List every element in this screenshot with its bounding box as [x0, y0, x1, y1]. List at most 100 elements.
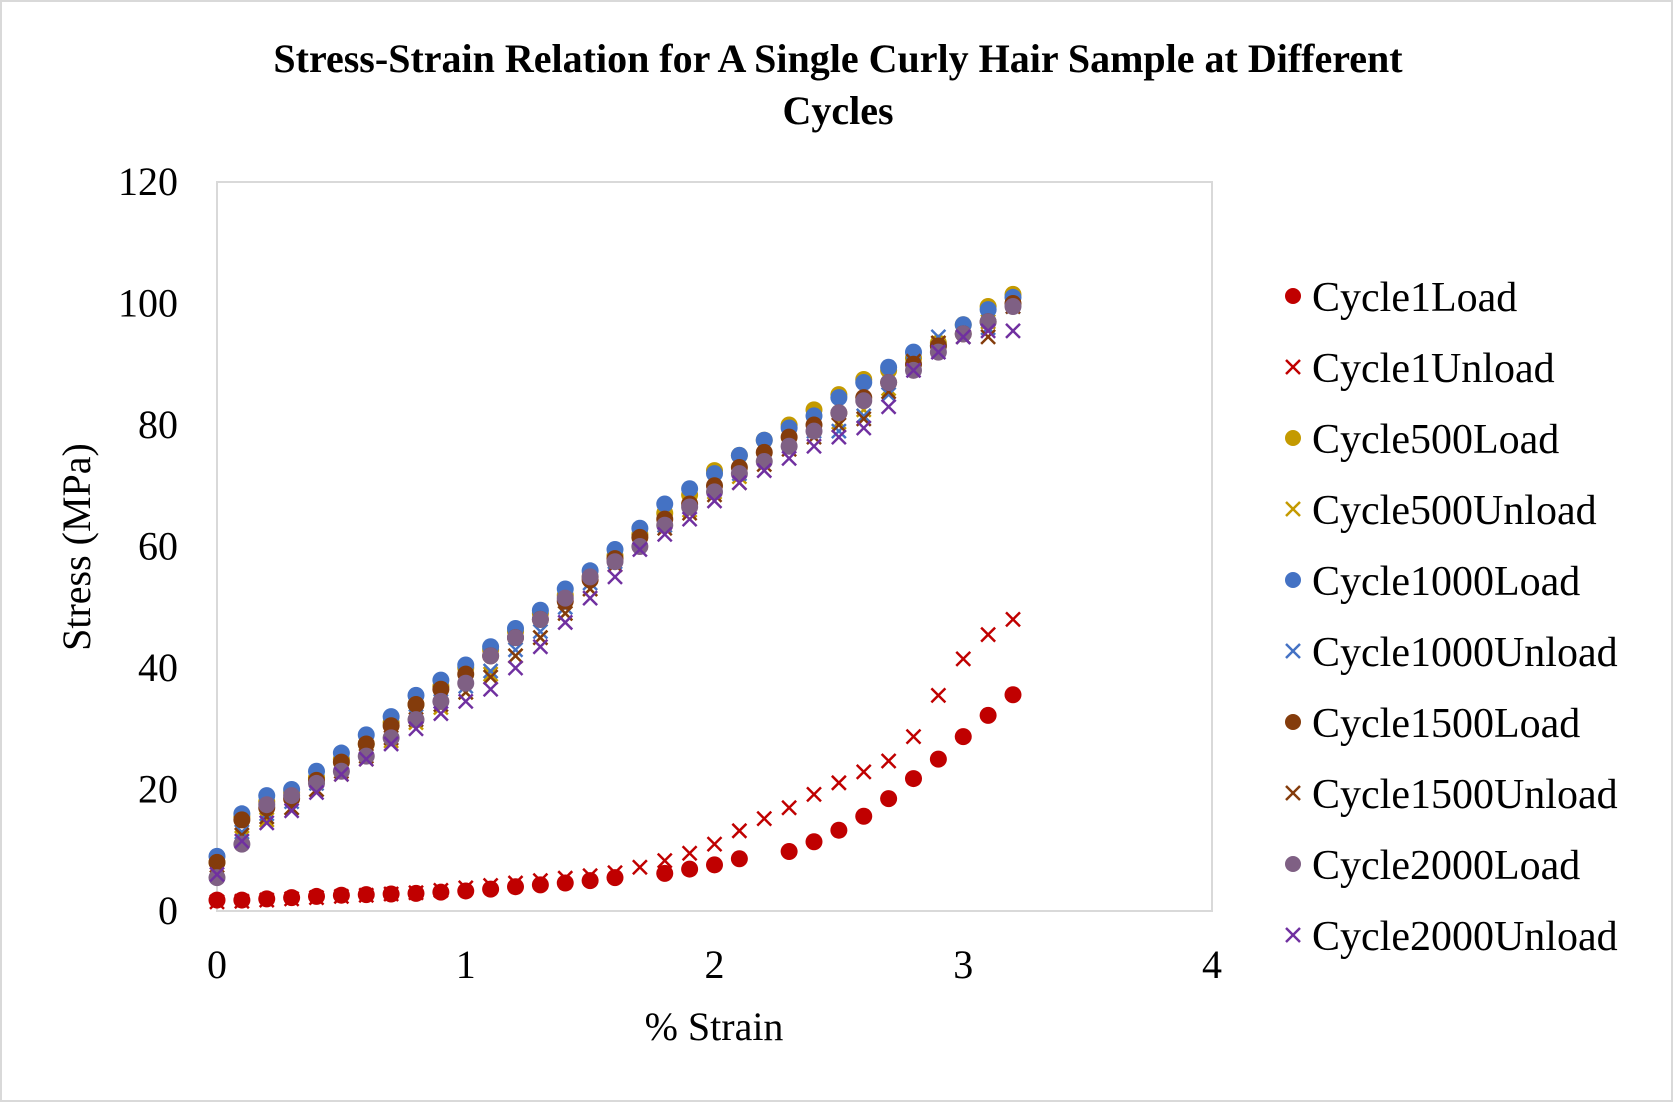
data-point: [706, 856, 723, 874]
data-point-stroke-b: [383, 736, 400, 752]
data-point: [855, 807, 873, 825]
data-point: [209, 866, 225, 883]
data-point-stroke-b: [880, 386, 897, 403]
data-point: [730, 465, 748, 483]
data-point-stroke-b: [781, 799, 798, 816]
legend-marker-stroke-b: [1285, 643, 1301, 659]
data-point-stroke-b: [507, 647, 524, 664]
data-point: [358, 751, 375, 768]
data-point: [806, 438, 822, 455]
series-Cycle2000Unload: [209, 322, 1021, 883]
x-tick-label: 1: [456, 942, 476, 987]
data-point: [482, 663, 499, 679]
data-point: [607, 568, 623, 585]
data-point: [979, 301, 997, 319]
data-point: [283, 802, 300, 819]
data-point-stroke-b: [283, 890, 300, 907]
data-point: [457, 674, 475, 692]
x-tick-label: 2: [705, 942, 725, 987]
data-point-stroke-b: [1005, 611, 1021, 628]
data-point: [830, 423, 847, 439]
data-point-stroke-b: [209, 894, 225, 910]
data-point: [1004, 298, 1022, 316]
data-point: [581, 872, 599, 890]
data-point: [681, 860, 699, 878]
data-point: [930, 687, 947, 704]
data-point: [556, 589, 574, 607]
data-point: [631, 538, 649, 555]
data-point-stroke-b: [681, 511, 698, 528]
data-point: [258, 815, 275, 831]
data-point-stroke-b: [756, 462, 773, 479]
data-point: [830, 429, 847, 446]
data-point: [333, 766, 350, 783]
data-point-stroke-b: [457, 880, 474, 896]
data-point: [855, 373, 873, 391]
data-point: [482, 681, 499, 698]
chart-title-line-1: Stress-Strain Relation for A Single Curl…: [273, 36, 1403, 81]
data-point-stroke-b: [383, 886, 400, 902]
data-point: [383, 736, 400, 752]
data-point-stroke-b: [855, 420, 872, 436]
legend-marker-stroke-b: [1285, 927, 1301, 943]
legend-marker: [1285, 856, 1301, 872]
data-point: [1005, 322, 1021, 339]
legend-marker-stroke-b: [1285, 501, 1301, 517]
data-point: [855, 392, 873, 410]
data-point-stroke-b: [333, 766, 350, 783]
data-point: [357, 747, 375, 765]
data-point: [457, 882, 475, 900]
data-point-stroke-b: [557, 870, 574, 887]
data-point: [880, 358, 898, 376]
data-point: [531, 876, 549, 894]
data-point: [830, 404, 848, 422]
y-tick-label: 100: [118, 281, 178, 326]
chart-title-line-2: Cycles: [782, 88, 893, 133]
legend-label: Cycle500Unload: [1312, 488, 1597, 534]
data-point-stroke-b: [905, 728, 922, 745]
data-point-stroke-b: [532, 872, 549, 889]
data-point-stroke-b: [880, 753, 897, 769]
data-point-stroke-b: [830, 423, 847, 439]
legend-marker: [1285, 572, 1301, 588]
data-point: [954, 728, 972, 746]
data-point: [233, 811, 251, 829]
legend-label: Cycle1000Load: [1312, 559, 1580, 605]
data-point: [656, 495, 674, 513]
data-point-stroke-b: [209, 866, 225, 883]
data-point-stroke-b: [955, 329, 972, 345]
data-point: [457, 880, 474, 896]
legend-marker: [1285, 501, 1301, 517]
data-point-stroke-b: [830, 429, 847, 446]
data-point: [980, 626, 997, 643]
data-point: [308, 774, 325, 792]
data-point: [308, 889, 325, 906]
data-point-stroke-b: [432, 882, 449, 899]
data-point: [258, 892, 275, 908]
data-point: [880, 753, 897, 769]
data-point-stroke-b: [358, 887, 375, 904]
data-point: [606, 869, 624, 887]
data-point-stroke-b: [457, 693, 474, 710]
data-point-stroke-b: [656, 526, 673, 543]
data-point: [905, 728, 922, 745]
data-point: [681, 498, 699, 516]
data-point: [557, 870, 574, 887]
data-point: [830, 821, 848, 839]
data-point: [532, 872, 549, 889]
data-point-stroke-b: [408, 884, 424, 901]
data-point: [781, 450, 798, 467]
data-point: [531, 610, 549, 628]
data-point: [208, 853, 226, 871]
data-point: [681, 480, 699, 498]
data-point-stroke-b: [706, 836, 723, 853]
data-point-stroke-b: [607, 568, 623, 585]
data-point: [208, 891, 226, 909]
data-point-stroke-b: [1005, 322, 1021, 339]
series-Cycle2000Load: [208, 298, 1022, 887]
data-point: [507, 878, 524, 896]
data-point: [979, 313, 997, 331]
data-point: [333, 888, 350, 905]
data-point: [606, 553, 624, 571]
data-point: [357, 735, 375, 753]
